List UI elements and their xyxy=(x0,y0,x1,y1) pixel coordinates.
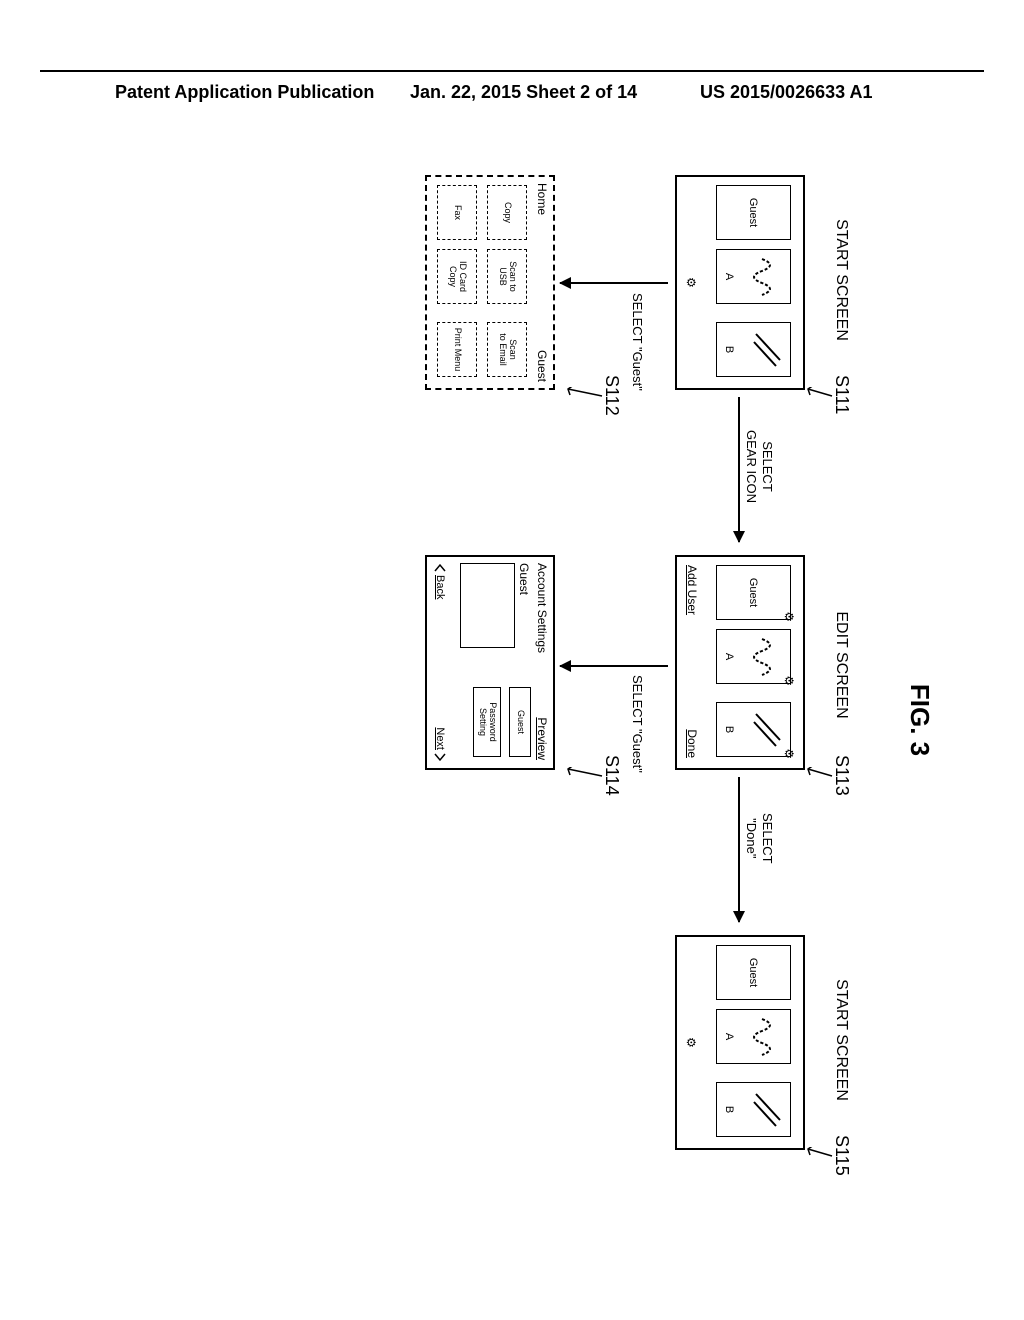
ref-s111: S111 xyxy=(831,375,852,414)
acct-avatar-box[interactable] xyxy=(460,563,515,648)
card-b-label: B xyxy=(723,323,735,376)
gear-icon-guest: ⚙ xyxy=(782,611,796,622)
diag-icon xyxy=(752,1090,784,1130)
edit-card-a-label: A xyxy=(723,630,735,683)
screen-s114: Account Settings Preview Guest Guest Pas… xyxy=(425,555,555,770)
card-b: B xyxy=(716,322,791,377)
gear-icon-b: ⚙ xyxy=(782,748,796,759)
arrow-s113-s115 xyxy=(738,777,740,922)
card-a-2-label: A xyxy=(723,1010,735,1063)
header-right: US 2015/0026633 A1 xyxy=(700,82,872,103)
wavy-icon xyxy=(752,1017,784,1057)
btn-fax[interactable]: Fax xyxy=(437,185,477,240)
edit-card-a: A ⚙ xyxy=(716,629,791,684)
title-edit: EDIT SCREEN xyxy=(832,611,850,718)
card-a: A xyxy=(716,249,791,304)
btn-scan-usb[interactable]: Scan to USB xyxy=(487,249,527,304)
arrow-s111-s113 xyxy=(738,397,740,542)
acct-preview[interactable]: Preview xyxy=(535,717,549,760)
ref-s115: S115 xyxy=(831,1135,852,1176)
arrow-guest1-label: SELECT "Guest" xyxy=(629,293,645,391)
ref-s114: S114 xyxy=(601,755,622,796)
title-start-1: START SCREEN xyxy=(832,219,850,341)
card-a-label: A xyxy=(723,250,735,303)
edit-card-guest: Guest ⚙ xyxy=(716,565,791,620)
home-guest: Guest xyxy=(535,350,549,382)
angle-left-icon xyxy=(433,563,447,573)
home-title: Home xyxy=(535,183,549,215)
acct-title: Account Settings xyxy=(535,563,549,653)
card-a-2: A xyxy=(716,1009,791,1064)
btn-id-card[interactable]: ID Card Copy xyxy=(437,249,477,304)
arrow-s113-s114 xyxy=(560,665,668,667)
card-b-2-label: B xyxy=(723,1083,735,1136)
btn-print-menu[interactable]: Print Menu xyxy=(437,322,477,377)
edit-card-guest-label: Guest xyxy=(748,578,760,607)
arrow-guest2-label: SELECT "Guest" xyxy=(629,675,645,773)
btn-copy[interactable]: Copy xyxy=(487,185,527,240)
gear-icon: ⚙ xyxy=(684,277,698,288)
acct-guest-label: Guest xyxy=(517,563,531,595)
screen-s112: Home Guest Copy Scan to USB Scan to Emai… xyxy=(425,175,555,390)
arrow-s111-s112 xyxy=(560,282,668,284)
acct-guest-btn[interactable]: Guest xyxy=(509,687,531,757)
screen-s115: Guest A B ⚙ xyxy=(675,935,805,1150)
btn-scan-email[interactable]: Scan to Email xyxy=(487,322,527,377)
header-left: Patent Application Publication xyxy=(115,82,374,103)
screen-s113: Guest ⚙ A ⚙ B ⚙ Add User Done xyxy=(675,555,805,770)
ref-s112: S112 xyxy=(601,375,622,416)
angle-right-icon xyxy=(433,752,447,762)
card-b-2: B xyxy=(716,1082,791,1137)
acct-next[interactable]: Next xyxy=(433,727,447,762)
arrow-done-label: SELECT "Done" xyxy=(744,813,775,864)
acct-password-btn[interactable]: Password Setting xyxy=(473,687,501,757)
gear-icon-2: ⚙ xyxy=(684,1037,698,1048)
card-guest-2: Guest xyxy=(716,945,791,1000)
diag-icon xyxy=(752,710,784,750)
done-link[interactable]: Done xyxy=(685,729,699,758)
wavy-icon xyxy=(752,637,784,677)
edit-card-b-label: B xyxy=(723,703,735,756)
screen-s111: Guest A B ⚙ xyxy=(675,175,805,390)
edit-card-b: B ⚙ xyxy=(716,702,791,757)
card-guest: Guest xyxy=(716,185,791,240)
wavy-icon xyxy=(752,257,784,297)
title-start-2: START SCREEN xyxy=(832,979,850,1101)
add-user-link[interactable]: Add User xyxy=(685,565,699,615)
card-guest-label: Guest xyxy=(748,198,760,227)
ref-s113: S113 xyxy=(831,755,852,796)
figure-label: FIG. 3 xyxy=(904,684,935,756)
arrow-gear-label: SELECT GEAR ICON xyxy=(744,430,775,503)
acct-back[interactable]: Back xyxy=(433,563,447,599)
gear-icon-a: ⚙ xyxy=(782,675,796,686)
card-guest-2-label: Guest xyxy=(748,958,760,987)
header-center: Jan. 22, 2015 Sheet 2 of 14 xyxy=(410,82,637,103)
diag-icon xyxy=(752,330,784,370)
header-rule xyxy=(40,70,984,72)
figure-3-diagram: FIG. 3 START SCREEN Guest A B ⚙ S111 SEL… xyxy=(120,165,900,1275)
